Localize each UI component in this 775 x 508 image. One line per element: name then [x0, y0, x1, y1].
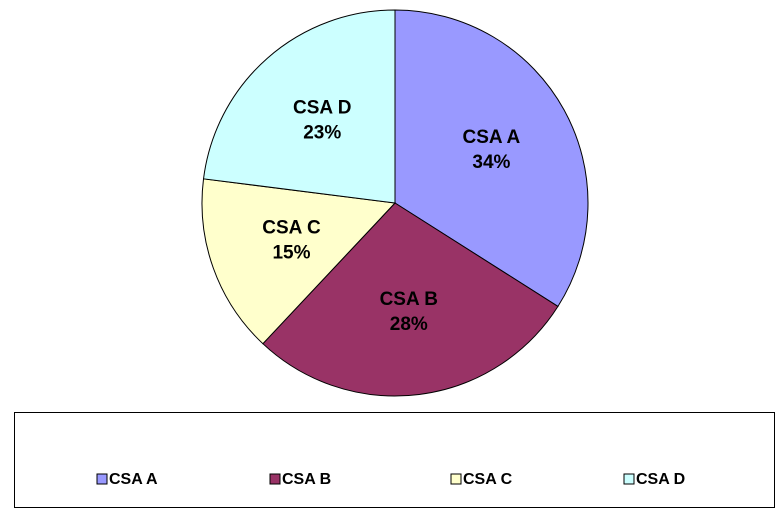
slice-value: 34% [472, 152, 510, 173]
slice-label: CSA A [463, 127, 521, 148]
legend-swatch [623, 473, 635, 485]
slice-label: CSA B [380, 289, 438, 310]
slice-value: 15% [272, 242, 310, 263]
legend-swatch [269, 473, 281, 485]
legend-box [14, 412, 775, 508]
pie-slice [394, 9, 589, 308]
legend-label: CSA C [463, 471, 513, 488]
pie-slice [201, 178, 397, 345]
legend-label: CSA B [282, 471, 331, 488]
slice-label: CSA C [262, 217, 321, 238]
legend-swatch [450, 473, 462, 485]
legend-label: CSA A [109, 471, 158, 488]
pie-slice [202, 9, 396, 204]
legend-swatch [96, 473, 108, 485]
slice-value: 28% [390, 314, 428, 335]
pie-slice [262, 202, 559, 397]
legend-label: CSA D [636, 471, 685, 488]
slice-label: CSA D [293, 97, 351, 118]
slice-value: 23% [303, 122, 341, 143]
